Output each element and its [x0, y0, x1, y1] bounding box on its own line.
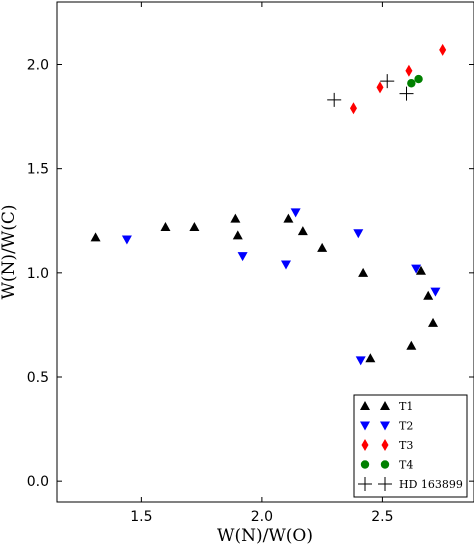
legend-marker — [360, 460, 370, 469]
data-point — [290, 208, 301, 218]
axis-ticks: 1.5 2.0 2.5 0.0 0.5 1.0 1.5 2.0 — [27, 2, 474, 525]
x-tick-label: 2.0 — [251, 509, 273, 525]
data-point — [423, 290, 434, 300]
legend-label: T2 — [399, 420, 413, 433]
series-t4 — [407, 74, 423, 88]
data-point — [405, 64, 413, 77]
data-point — [358, 267, 369, 277]
series-t3 — [349, 43, 447, 115]
y-axis-label: W(N)/W(C) — [0, 204, 19, 299]
data-point — [376, 81, 384, 94]
data-points — [90, 43, 447, 366]
legend-entry: T2 — [360, 420, 413, 433]
data-point — [415, 265, 426, 275]
data-point — [160, 222, 171, 231]
legend-entry: T1 — [360, 400, 413, 413]
data-point — [297, 226, 308, 236]
legend: T1 T2 T3 T4 HD 163899 — [353, 394, 468, 498]
data-point — [414, 74, 423, 84]
data-point — [280, 260, 291, 270]
data-point — [237, 252, 248, 262]
data-point — [380, 74, 395, 89]
legend-box — [353, 394, 468, 498]
legend-label: T4 — [399, 459, 413, 472]
data-point — [439, 43, 447, 56]
y-tick-label: 1.5 — [27, 162, 49, 178]
series-t1 — [90, 213, 439, 363]
legend-marker — [358, 477, 372, 491]
data-point — [189, 222, 200, 231]
legend-marker — [380, 460, 390, 469]
data-point — [349, 102, 357, 115]
legend-label: T3 — [399, 439, 413, 452]
data-point — [90, 232, 101, 242]
legend-marker — [378, 477, 392, 491]
legend-entry: T3 — [361, 439, 413, 452]
y-tick-label: 2.0 — [27, 58, 49, 74]
x-axis-label: W(N)/W(O) — [217, 526, 313, 546]
data-point — [230, 213, 241, 223]
x-tick-label: 2.5 — [371, 509, 393, 525]
plot-frame — [56, 1, 474, 503]
legend-marker — [380, 421, 390, 431]
data-point — [232, 230, 243, 240]
legend-label: T1 — [399, 400, 413, 413]
y-tick-label: 0.0 — [27, 474, 49, 490]
legend-marker — [360, 401, 370, 410]
data-point — [365, 353, 376, 363]
data-point — [355, 356, 366, 366]
y-tick-label: 1.0 — [27, 266, 49, 282]
data-point — [327, 92, 342, 107]
data-point — [411, 264, 422, 274]
data-point — [406, 340, 417, 350]
series-hd-163899 — [327, 74, 414, 107]
y-tick-label: 0.5 — [27, 370, 49, 386]
data-point — [407, 79, 416, 88]
data-point — [428, 317, 439, 327]
data-point — [399, 86, 414, 101]
legend-label: HD 163899 — [399, 478, 463, 491]
data-point — [430, 287, 441, 297]
series-t2 — [121, 208, 441, 366]
legend-marker — [360, 421, 370, 431]
x-tick-label: 1.5 — [130, 509, 152, 525]
data-point — [353, 229, 364, 239]
legend-marker — [381, 439, 389, 451]
data-point — [283, 213, 294, 223]
data-point — [121, 235, 132, 245]
legend-entry: T4 — [360, 459, 413, 472]
legend-marker — [380, 401, 390, 410]
data-point — [317, 242, 328, 252]
legend-entry: HD 163899 — [358, 477, 463, 491]
legend-marker — [361, 439, 369, 451]
